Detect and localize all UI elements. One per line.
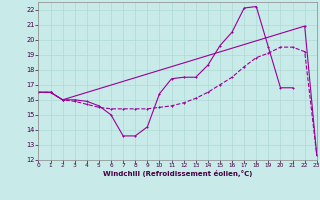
X-axis label: Windchill (Refroidissement éolien,°C): Windchill (Refroidissement éolien,°C) xyxy=(103,170,252,177)
